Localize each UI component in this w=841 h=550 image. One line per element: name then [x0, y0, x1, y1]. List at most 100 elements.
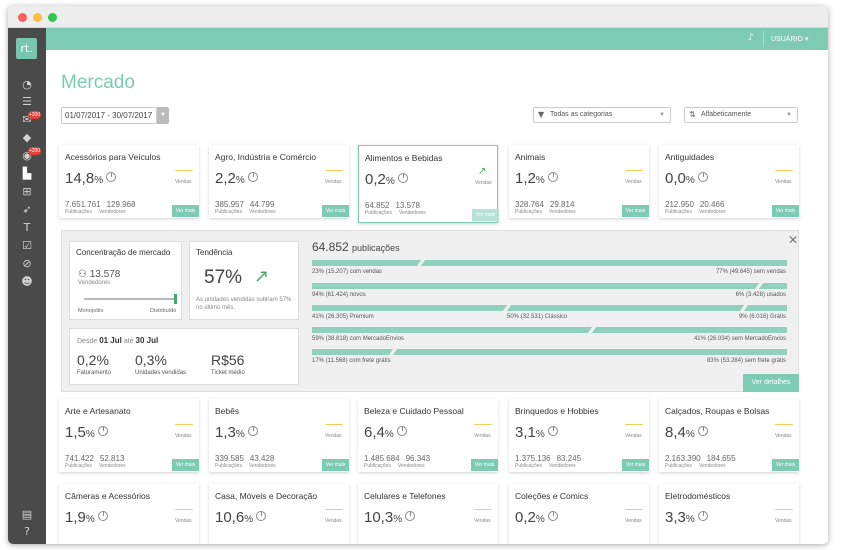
category-card[interactable]: Calçados, Roupas e Bolsas 8,4% Vendas 2.163…: [659, 399, 799, 472]
trend-up-icon: ↗: [478, 166, 487, 177]
detail-panel: Concentração de mercado ⚇ 13.578 Vendedo…: [61, 230, 799, 392]
distribution-bar: [312, 282, 787, 290]
sparkline: [625, 170, 643, 172]
sales-label: Vendas: [775, 518, 792, 524]
bell-icon[interactable]: ♪: [748, 33, 754, 43]
ver-detalhes-button[interactable]: Ver detalhes: [743, 374, 799, 392]
messages-icon[interactable]: ✉: [22, 113, 32, 126]
category-stat-labels: Publicações Vendedores: [65, 209, 126, 215]
help-icon[interactable]: ?: [24, 525, 30, 538]
revenue-value: 0,2%: [77, 352, 109, 368]
sparkline: [625, 509, 643, 511]
category-card[interactable]: Alimentos e Bebidas 0,2% ↗ Vendas 64.852 13.5…: [358, 145, 499, 223]
ver-mais-button[interactable]: Ver mais: [322, 459, 349, 471]
ver-mais-button[interactable]: Ver mais: [622, 459, 649, 471]
category-stat-labels: Publicações Vendedores: [365, 210, 426, 216]
category-card[interactable]: Eletrodomésticos 3,3% Vendas: [659, 484, 799, 544]
category-card[interactable]: Acessórios para Veículos 14,8% Vendas 7.651…: [59, 145, 199, 218]
sales-label: Vendas: [325, 179, 342, 185]
dashboard-icon[interactable]: ◔: [22, 78, 32, 91]
distribution-bar: [312, 326, 787, 334]
bar-left-label: 41% (26.305) Premium: [312, 314, 374, 320]
category-card[interactable]: Bebês 1,3% Vendas 339.585 43.428 Publicações V…: [209, 399, 349, 472]
ver-mais-button[interactable]: Ver mais: [622, 205, 649, 217]
category-card[interactable]: Animais 1,2% Vendas 328.764 29.814 Publicaçõe…: [509, 145, 649, 218]
book-icon[interactable]: ▤: [21, 508, 33, 521]
category-name: Beleza e Cuidado Pessoal: [364, 406, 464, 416]
category-card[interactable]: Coleções e Comics 0,2% Vendas: [509, 484, 649, 544]
bar-mid-label: 50% (32.531) Clássico: [507, 314, 568, 320]
summary-box: Desde 01 Jul até 30 Jul 0,2% Faturamento…: [69, 328, 299, 385]
concentration-label: Vendedores: [78, 280, 111, 286]
category-stat-labels: Publicações Vendedores: [65, 463, 126, 469]
pie-chart-icon: [397, 173, 408, 183]
category-stats: 1.485.684 96.343: [364, 454, 431, 463]
bar-chart-icon[interactable]: ▙: [22, 167, 32, 180]
category-share: 1,5%: [65, 424, 108, 441]
category-card[interactable]: Celulares e Telefones 10,3% Vendas: [358, 484, 498, 544]
sort-filter[interactable]: ⇅ Alfabeticamente ▼: [684, 107, 798, 123]
concentration-title: Concentração de mercado: [76, 248, 171, 257]
sales-label: Vendas: [775, 179, 792, 185]
date-period: Desde 01 Jul até 30 Jul: [77, 336, 159, 345]
pie-chart-icon: [547, 426, 558, 436]
category-stats: 64.852 13.578: [365, 201, 420, 210]
users-icon[interactable]: ☻: [21, 275, 33, 288]
block-icon[interactable]: ⊘: [22, 257, 32, 270]
category-share: 6,4%: [364, 424, 407, 441]
ver-mais-button[interactable]: Ver mais: [172, 205, 199, 217]
close-icon[interactable]: ✕: [788, 233, 799, 247]
revenue-label: Faturamento: [77, 370, 112, 376]
category-share: 2,2%: [215, 170, 258, 187]
tag-icon[interactable]: ◆: [22, 131, 32, 144]
category-share: 0,2%: [365, 171, 408, 188]
ver-mais-button[interactable]: Ver mais: [471, 459, 498, 471]
text-icon[interactable]: T: [23, 221, 31, 234]
ver-mais-button[interactable]: Ver mais: [172, 459, 199, 471]
ver-mais-button[interactable]: Ver mais: [772, 205, 799, 217]
maximize-window-button[interactable]: [48, 13, 57, 22]
bar-left-label: 59% (38.818) com MercadoEnvios: [312, 336, 405, 342]
category-card[interactable]: Brinquedos e Hobbies 3,1% Vendas 1.375.136 8…: [509, 399, 649, 472]
sparkline: [775, 170, 793, 172]
category-card[interactable]: Beleza e Cuidado Pessoal 6,4% Vendas 1.485.…: [358, 399, 498, 472]
ver-mais-button[interactable]: Ver mais: [322, 205, 349, 217]
date-dropdown-button[interactable]: ▼: [157, 107, 169, 124]
distribution-bar: [312, 304, 787, 312]
category-card[interactable]: Arte e Artesanato 1,5% Vendas 741.422 52.813…: [59, 399, 199, 472]
bar-right-label: 77% (49.645) sem vendas: [715, 269, 786, 275]
category-stats: 339.585 43.428: [215, 454, 275, 463]
menu-icon[interactable]: ☰: [22, 95, 32, 108]
eye-icon[interactable]: ◉: [22, 149, 32, 162]
category-name: Antiguidades: [665, 152, 715, 162]
bar-left-label: 23% (15.207) com vendas: [312, 269, 383, 275]
category-stat-labels: Publicações Vendedores: [515, 209, 576, 215]
sparkline: [775, 424, 793, 426]
user-menu[interactable]: USUÁRIO ▾: [771, 36, 809, 43]
category-stat-labels: Publicações Vendedores: [515, 463, 576, 469]
date-range-input[interactable]: 01/07/2017 - 30/07/2017: [61, 107, 157, 124]
bar-divider: [753, 282, 764, 290]
check-icon[interactable]: ☑: [22, 239, 32, 252]
category-name: Câmeras e Acessórios: [65, 491, 151, 501]
sparkline: [175, 509, 193, 511]
category-card[interactable]: Agro, Indústria e Comércio 2,2% Vendas 385.…: [209, 145, 349, 218]
category-card[interactable]: Casa, Móveis e Decoração 10,6% Vendas: [209, 484, 349, 544]
ver-mais-button[interactable]: Ver mais: [472, 209, 499, 221]
category-filter[interactable]: ▼ Todas as categorias ▼: [533, 107, 671, 123]
minimize-window-button[interactable]: [33, 13, 42, 22]
category-name: Animais: [515, 152, 546, 162]
category-stat-labels: Publicações Vendedores: [215, 463, 276, 469]
plane-icon[interactable]: ➶: [22, 203, 32, 216]
category-name: Calçados, Roupas e Bolsas: [665, 406, 770, 416]
category-share: 1,9%: [65, 509, 108, 526]
notification-badge: +200: [28, 147, 41, 155]
ver-mais-button[interactable]: Ver mais: [772, 459, 799, 471]
cart-icon[interactable]: ⊞: [22, 185, 32, 198]
category-name: Coleções e Comics: [515, 491, 589, 501]
close-window-button[interactable]: [18, 13, 27, 22]
pie-chart-icon: [396, 426, 407, 436]
category-card[interactable]: Antiguidades 0,0% Vendas 212.950 20.466 Publi…: [659, 145, 799, 218]
category-card[interactable]: Câmeras e Acessórios 1,9% Vendas: [59, 484, 199, 544]
ticket-label: Ticket médio: [211, 370, 245, 376]
